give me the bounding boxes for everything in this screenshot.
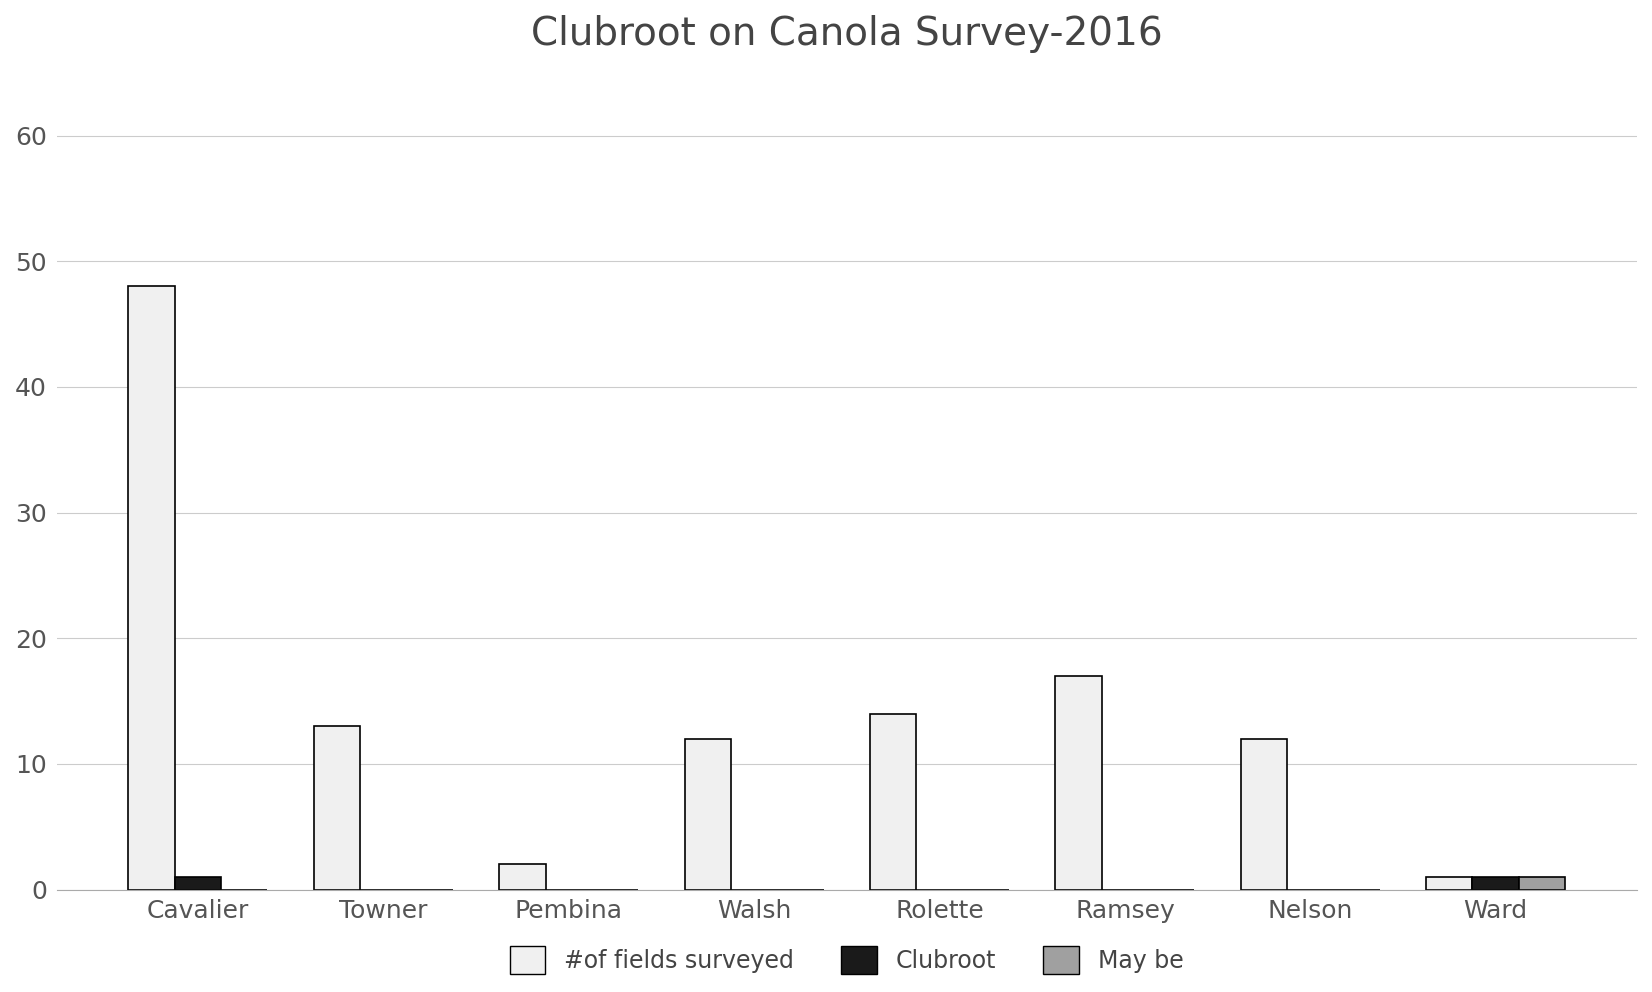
Bar [871,713,917,890]
Legend: #of fields surveyed, Clubroot, May be: #of fields surveyed, Clubroot, May be [501,936,1193,984]
Bar [1472,877,1518,890]
Bar [175,877,221,890]
Bar [129,287,175,890]
Bar [684,739,730,890]
Bar [1426,877,1472,890]
Bar [1518,877,1564,890]
Title: Clubroot on Canola Survey-2016: Clubroot on Canola Survey-2016 [530,15,1163,53]
Bar [1241,739,1287,890]
Bar [1056,676,1102,890]
Bar [499,864,545,890]
Bar [314,726,360,890]
